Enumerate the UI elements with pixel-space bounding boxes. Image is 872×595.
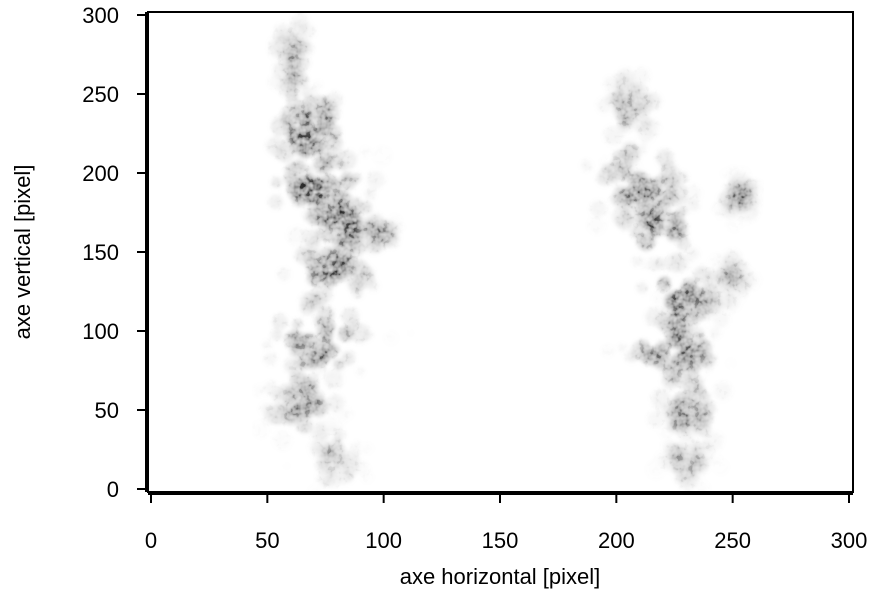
y-tick-label: 100	[82, 319, 119, 344]
y-tick-label: 200	[82, 161, 119, 186]
heat-blob	[350, 214, 401, 255]
x-tick-label: 100	[365, 528, 402, 553]
x-tick-label: 300	[831, 528, 868, 553]
y-axis: 0 50 100 150 200 250 300	[82, 3, 147, 502]
y-axis-title: axe vertical [pixel]	[10, 165, 35, 340]
heat-blob	[260, 363, 345, 434]
plot-background	[148, 12, 853, 492]
plot-frame	[147, 11, 854, 493]
x-tick-label: 150	[482, 528, 519, 553]
heat-blob	[716, 257, 752, 293]
heat-blob	[611, 181, 702, 273]
y-tick-label: 0	[107, 477, 119, 502]
y-tick-label: 150	[82, 240, 119, 265]
heatmap-image	[260, 12, 759, 492]
x-axis: 0 50 100 150 200 250 300	[145, 493, 868, 553]
x-tick-label: 0	[145, 528, 157, 553]
heat-blob	[268, 12, 320, 103]
y-tick-label: 50	[95, 398, 119, 423]
y-tick-label: 250	[82, 82, 119, 107]
heat-blob	[717, 172, 759, 220]
x-tick-label: 50	[255, 528, 279, 553]
heat-blob	[263, 293, 373, 389]
x-axis-title: axe horizontal [pixel]	[400, 564, 601, 589]
x-tick-label: 200	[598, 528, 635, 553]
y-tick-label: 300	[82, 3, 119, 28]
heat-blob	[596, 67, 661, 146]
heat-blob	[309, 429, 362, 489]
heat-blob	[647, 365, 732, 456]
heat-blob	[661, 431, 713, 492]
x-tick-label: 250	[714, 528, 751, 553]
